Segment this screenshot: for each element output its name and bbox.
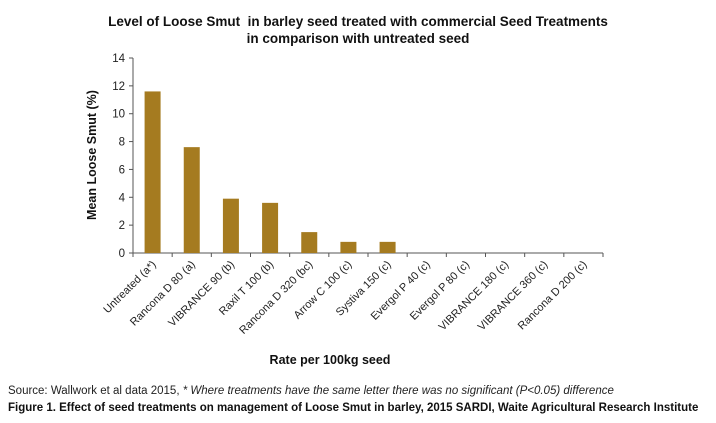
y-tick-label: 12: [112, 81, 125, 93]
x-tick-label: VIBRANCE 180 (c): [437, 259, 512, 334]
bar: [262, 202, 279, 253]
bar: [340, 241, 357, 253]
chart-title-line-2: in comparison with untreated seed: [246, 31, 470, 46]
y-tick-label: 2: [119, 220, 125, 232]
bar: [144, 91, 161, 253]
chart-title-line-1: Level of Loose Smut in barley seed treat…: [108, 14, 608, 29]
source-note: Source: Wallwork et al data 2015, * Wher…: [8, 385, 614, 397]
y-tick-label: 6: [119, 164, 125, 176]
x-tick-label: Rancona D 200 (c): [516, 259, 590, 333]
bar: [301, 232, 318, 253]
bar: [183, 147, 200, 253]
x-axis-label: Rate per 100kg seed: [270, 353, 391, 367]
source-significance-note: * Where treatments have the same letter …: [182, 385, 614, 397]
x-tick-label: Rancona D 320 (bc): [237, 259, 315, 337]
y-axis-label: Mean Loose Smut (%): [85, 90, 99, 220]
y-tick-label: 8: [119, 137, 125, 149]
y-tick-label: 10: [112, 109, 125, 121]
y-tick-label: 4: [119, 192, 126, 204]
y-tick-label: 14: [112, 53, 125, 65]
x-tick-label: VIBRANCE 360 (c): [476, 259, 551, 334]
bar: [222, 198, 239, 253]
figure-caption: Figure 1. Effect of seed treatments on m…: [8, 402, 699, 414]
source-prefix: Source: Wallwork et al data 2015,: [8, 385, 183, 397]
y-tick-label: 0: [119, 248, 125, 260]
bar: [379, 241, 396, 253]
x-tick-label: VIBRANCE 90 (b): [166, 259, 237, 330]
